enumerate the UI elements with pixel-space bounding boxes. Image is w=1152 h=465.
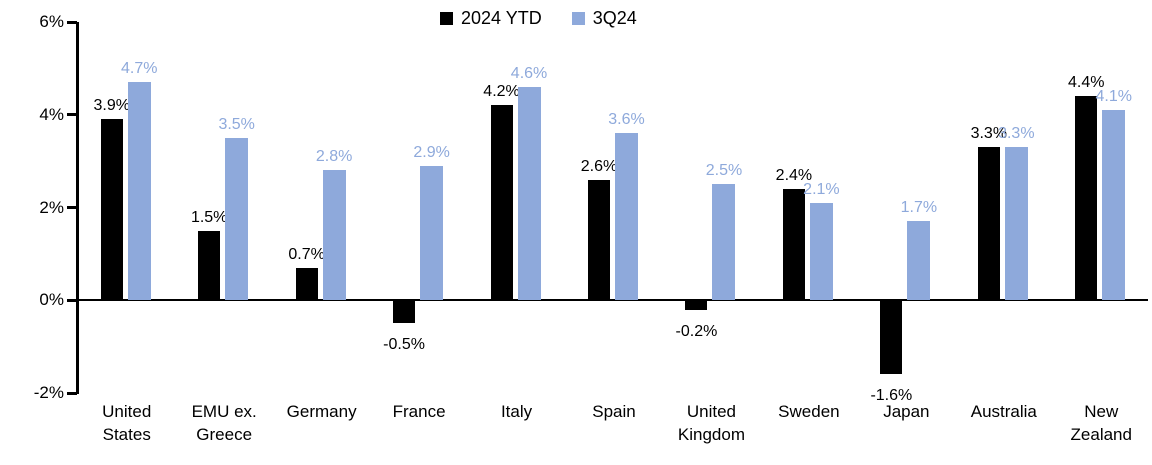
bar-2024-ytd-emu-ex-greece	[198, 230, 221, 301]
value-label-3q24-italy: 4.6%	[510, 64, 548, 82]
bar-2024-ytd-france	[393, 300, 416, 324]
y-axis-tick-2	[67, 206, 77, 209]
chart-legend: 2024 YTD 3Q24	[440, 8, 637, 29]
value-label-2024-ytd-australia: 3.3%	[970, 125, 1008, 143]
bar-3q24-australia	[1004, 147, 1028, 301]
value-label-3q24-united-states: 4.7%	[120, 60, 158, 78]
bar-3q24-spain	[615, 133, 638, 301]
value-label-2024-ytd-japan: -1.6%	[870, 387, 913, 405]
category-label-spain: Spain	[592, 402, 636, 421]
value-label-2024-ytd-spain: 2.6%	[580, 157, 618, 175]
value-label-2024-ytd-france: -0.5%	[383, 336, 425, 354]
value-label-3q24-sweden: 2.1%	[803, 180, 840, 198]
bar-3q24-germany	[322, 170, 346, 301]
value-label-2024-ytd-united-kingdom: -0.2%	[675, 322, 718, 340]
bar-2024-ytd-germany	[295, 267, 318, 301]
category-label-united-states: United States	[102, 402, 152, 444]
bar-3q24-united-states	[127, 82, 151, 301]
value-label-3q24-germany: 2.8%	[315, 148, 353, 166]
bar-3q24-emu-ex-greece	[225, 137, 249, 301]
y-axis-tick-0	[67, 298, 77, 302]
category-label-japan: Japan	[883, 402, 930, 421]
value-label-3q24-emu-ex-greece: 3.5%	[218, 115, 255, 133]
bar-3q24-sweden	[809, 202, 833, 301]
bar-2024-ytd-new-zealand	[1075, 96, 1098, 301]
value-label-2024-ytd-sweden: 2.4%	[775, 166, 813, 184]
value-label-2024-ytd-united-states: 3.9%	[93, 97, 130, 115]
bar-2024-ytd-italy	[490, 105, 513, 301]
value-label-3q24-france: 2.9%	[413, 143, 450, 161]
legend-swatch-2024-ytd	[440, 12, 453, 25]
legend-label-3q24: 3Q24	[592, 8, 637, 28]
y-axis-tick-6	[67, 20, 77, 24]
bar-2024-ytd-japan	[880, 300, 903, 375]
zero-baseline	[76, 299, 1148, 302]
legend-label-2024-ytd: 2024 YTD	[461, 8, 542, 28]
bar-2024-ytd-spain	[588, 179, 610, 301]
bar-2024-ytd-australia	[977, 147, 1000, 301]
bar-3q24-japan	[907, 221, 931, 301]
y-axis-tick-4	[67, 113, 77, 117]
category-label-italy: Italy	[500, 402, 533, 421]
value-label-2024-ytd-emu-ex-greece: 1.5%	[190, 208, 228, 226]
category-label-united-kingdom: United Kingdom	[677, 402, 745, 444]
category-label-new-zealand: New Zealand	[1070, 402, 1132, 444]
bar-2024-ytd-sweden	[782, 188, 805, 301]
category-label-france: France	[392, 402, 446, 421]
y-axis-label-2: 2%	[39, 197, 64, 217]
y-axis-line	[76, 22, 79, 394]
category-label-sweden: Sweden	[778, 402, 840, 421]
bar-3q24-france	[420, 165, 444, 301]
bar-2024-ytd-united-kingdom	[685, 300, 708, 310]
value-label-3q24-spain: 3.6%	[608, 111, 645, 129]
category-label-germany: Germany	[286, 402, 357, 421]
y-axis-label-2: -2%	[33, 383, 64, 402]
value-label-2024-ytd-germany: 0.7%	[288, 245, 325, 263]
value-label-3q24-japan: 1.7%	[900, 199, 938, 217]
y-axis-label-6: 6%	[39, 12, 64, 31]
bar-3q24-united-kingdom	[712, 184, 736, 301]
y-axis-label-4: 4%	[39, 104, 64, 124]
value-label-3q24-united-kingdom: 2.5%	[705, 162, 743, 180]
bar-3q24-italy	[517, 86, 541, 301]
bar-2024-ytd-united-states	[100, 119, 123, 301]
bar-3q24-new-zealand	[1102, 110, 1126, 301]
y-axis-label-0: 0%	[39, 290, 64, 310]
legend-swatch-3q24	[571, 12, 585, 25]
value-label-2024-ytd-new-zealand: 4.4%	[1068, 74, 1105, 92]
value-label-3q24-australia: 3.3%	[998, 125, 1035, 143]
value-label-2024-ytd-italy: 4.2%	[483, 83, 520, 101]
category-label-australia: Australia	[970, 402, 1037, 421]
legend-item-2024-ytd: 2024 YTD	[440, 8, 542, 29]
legend-item-3q24: 3Q24	[571, 8, 637, 29]
value-label-3q24-new-zealand: 4.1%	[1095, 88, 1132, 106]
y-axis-tick-2	[67, 391, 77, 395]
category-label-emu-ex-greece: EMU ex. Greece	[191, 402, 257, 444]
